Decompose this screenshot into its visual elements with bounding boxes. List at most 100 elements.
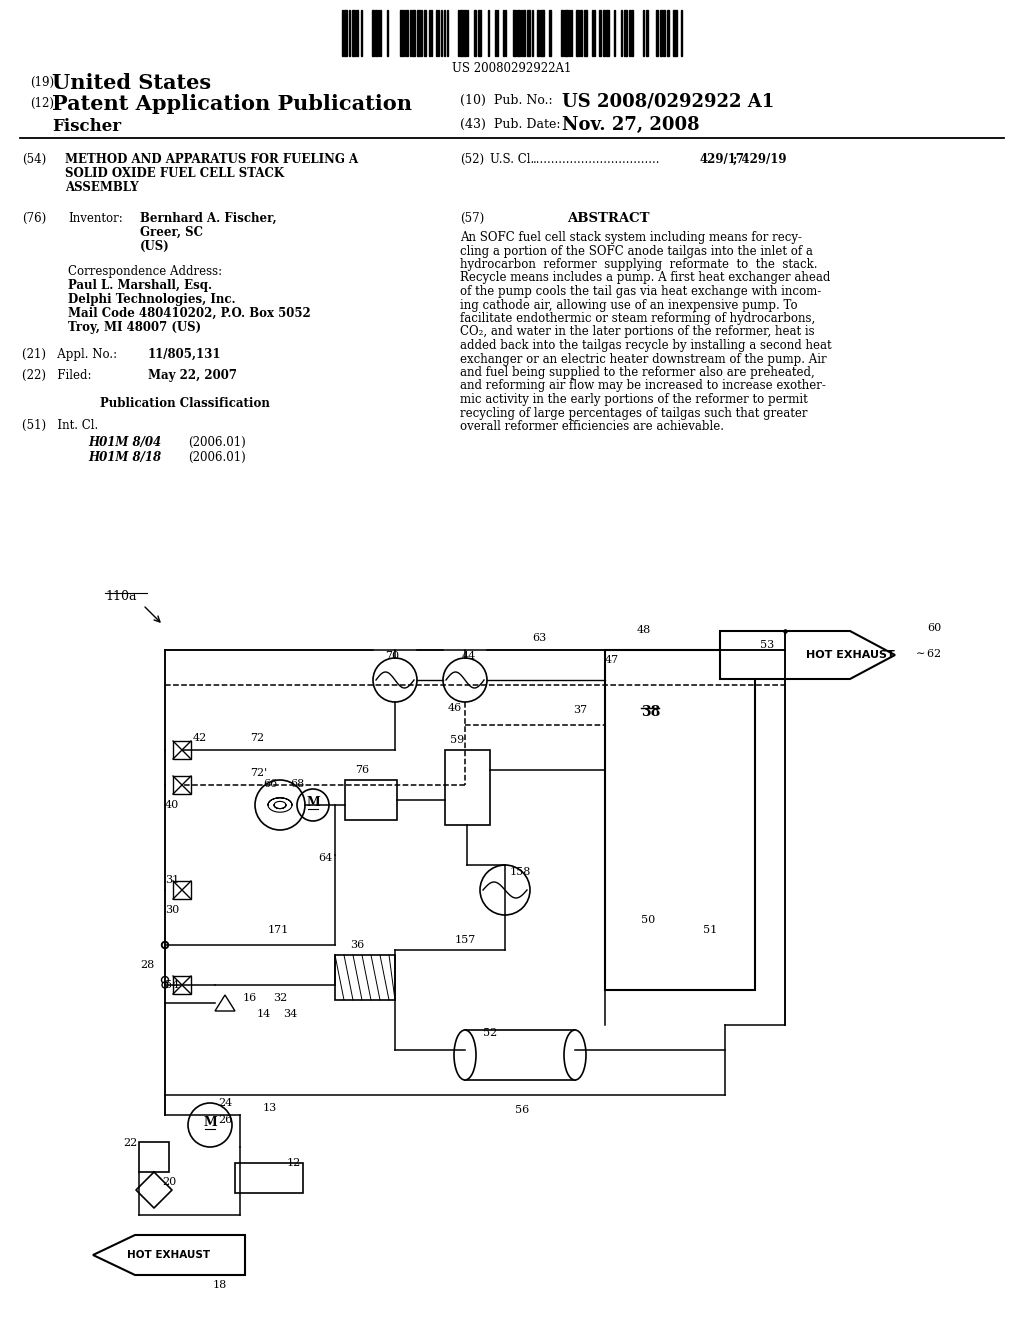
Text: 70: 70 bbox=[385, 651, 399, 661]
Text: 42: 42 bbox=[193, 733, 207, 743]
Bar bbox=[599, 11, 601, 55]
Bar bbox=[173, 880, 191, 899]
Text: H01M 8/04: H01M 8/04 bbox=[88, 436, 161, 449]
Text: 30: 30 bbox=[165, 906, 179, 915]
Bar bbox=[234, 1163, 303, 1193]
Bar bbox=[356, 11, 358, 55]
Bar bbox=[460, 11, 463, 55]
Bar bbox=[173, 975, 191, 994]
Text: (76): (76) bbox=[22, 213, 46, 224]
Text: 59: 59 bbox=[450, 735, 464, 744]
Bar bbox=[417, 11, 420, 55]
Bar bbox=[624, 11, 627, 55]
Text: recycling of large percentages of tailgas such that greater: recycling of large percentages of tailga… bbox=[460, 407, 808, 420]
Text: 31: 31 bbox=[165, 875, 179, 884]
Ellipse shape bbox=[564, 1030, 586, 1080]
Text: 110a: 110a bbox=[105, 590, 136, 603]
Text: of the pump cools the tail gas via heat exchange with incom-: of the pump cools the tail gas via heat … bbox=[460, 285, 821, 298]
Text: Fischer: Fischer bbox=[52, 117, 121, 135]
Text: (10)  Pub. No.:: (10) Pub. No.: bbox=[460, 94, 553, 107]
Text: overall reformer efficiencies are achievable.: overall reformer efficiencies are achiev… bbox=[460, 420, 724, 433]
Ellipse shape bbox=[454, 1030, 476, 1080]
Bar bbox=[584, 11, 587, 55]
Text: 11/805,131: 11/805,131 bbox=[148, 348, 221, 360]
Circle shape bbox=[162, 982, 168, 987]
Text: SOLID OXIDE FUEL CELL STACK: SOLID OXIDE FUEL CELL STACK bbox=[65, 168, 284, 180]
Text: 158: 158 bbox=[510, 867, 531, 876]
Text: 429/17: 429/17 bbox=[700, 153, 745, 166]
Bar bbox=[549, 11, 551, 55]
Text: 44: 44 bbox=[462, 651, 476, 661]
Bar bbox=[606, 11, 609, 55]
Bar bbox=[656, 11, 658, 55]
Text: HOT EXHAUST: HOT EXHAUST bbox=[806, 649, 894, 660]
Circle shape bbox=[162, 941, 169, 949]
Text: 38: 38 bbox=[641, 705, 660, 719]
Text: (21)   Appl. No.:: (21) Appl. No.: bbox=[22, 348, 117, 360]
Text: 76: 76 bbox=[355, 766, 369, 775]
Bar bbox=[335, 954, 395, 1001]
Text: Greer, SC: Greer, SC bbox=[140, 226, 203, 239]
Bar bbox=[561, 11, 563, 55]
Text: Mail Code 480410202, P.O. Box 5052: Mail Code 480410202, P.O. Box 5052 bbox=[68, 308, 310, 319]
Text: Correspondence Address:: Correspondence Address: bbox=[68, 265, 222, 279]
Bar bbox=[352, 11, 355, 55]
Text: 28: 28 bbox=[140, 960, 155, 970]
Text: 24: 24 bbox=[218, 1098, 232, 1107]
Text: US 2008/0292922 A1: US 2008/0292922 A1 bbox=[562, 92, 774, 110]
Bar bbox=[564, 11, 568, 55]
Text: (12): (12) bbox=[30, 96, 54, 110]
Bar bbox=[465, 1030, 575, 1080]
Text: 13: 13 bbox=[263, 1104, 278, 1113]
Text: 20: 20 bbox=[162, 1177, 176, 1187]
Bar bbox=[527, 11, 530, 55]
Text: HOT EXHAUST: HOT EXHAUST bbox=[127, 1250, 211, 1261]
Text: hydrocarbon  reformer  supplying  reformate  to  the  stack.: hydrocarbon reformer supplying reformate… bbox=[460, 257, 817, 271]
Bar bbox=[605, 649, 755, 990]
Text: US 20080292922A1: US 20080292922A1 bbox=[453, 62, 571, 75]
Text: (2006.01): (2006.01) bbox=[188, 436, 246, 449]
Bar bbox=[173, 741, 191, 759]
Text: (52): (52) bbox=[460, 153, 484, 166]
Text: M: M bbox=[306, 796, 319, 808]
Text: (43)  Pub. Date:: (43) Pub. Date: bbox=[460, 117, 560, 131]
Bar bbox=[139, 1142, 169, 1172]
Text: (51)   Int. Cl.: (51) Int. Cl. bbox=[22, 418, 98, 432]
Text: ing cathode air, allowing use of an inexpensive pump. To: ing cathode air, allowing use of an inex… bbox=[460, 298, 798, 312]
Text: Publication Classification: Publication Classification bbox=[100, 397, 270, 411]
Text: ..................................: .................................. bbox=[534, 153, 660, 166]
Text: 36: 36 bbox=[350, 940, 365, 950]
Bar bbox=[464, 11, 466, 55]
Text: 50: 50 bbox=[641, 915, 655, 925]
Circle shape bbox=[162, 942, 168, 948]
Text: 48: 48 bbox=[637, 624, 651, 635]
Bar bbox=[424, 11, 426, 55]
Text: H01M 8/18: H01M 8/18 bbox=[88, 451, 161, 465]
Text: Inventor:: Inventor: bbox=[68, 213, 123, 224]
Polygon shape bbox=[720, 631, 895, 678]
Bar bbox=[513, 11, 516, 55]
Text: 51: 51 bbox=[703, 925, 717, 935]
Text: (54): (54) bbox=[22, 153, 46, 166]
Text: (19): (19) bbox=[30, 77, 54, 88]
Text: United States: United States bbox=[52, 73, 211, 92]
Bar bbox=[445, 750, 490, 825]
Text: 60: 60 bbox=[927, 623, 941, 634]
Bar bbox=[540, 11, 544, 55]
Text: 40: 40 bbox=[165, 800, 179, 810]
Text: 46: 46 bbox=[449, 704, 462, 713]
Bar bbox=[345, 780, 397, 820]
Circle shape bbox=[162, 977, 169, 983]
Text: (22)   Filed:: (22) Filed: bbox=[22, 370, 91, 381]
Text: 171: 171 bbox=[268, 925, 289, 935]
Bar bbox=[631, 11, 633, 55]
Text: Paul L. Marshall, Esq.: Paul L. Marshall, Esq. bbox=[68, 279, 212, 292]
Polygon shape bbox=[93, 1236, 245, 1275]
Text: exchanger or an electric heater downstream of the pump. Air: exchanger or an electric heater downstre… bbox=[460, 352, 826, 366]
Text: ASSEMBLY: ASSEMBLY bbox=[65, 181, 138, 194]
Text: 56: 56 bbox=[515, 1105, 529, 1115]
Text: Patent Application Publication: Patent Application Publication bbox=[52, 94, 412, 114]
Text: Delphi Technologies, Inc.: Delphi Technologies, Inc. bbox=[68, 293, 236, 306]
Text: $\sim$62: $\sim$62 bbox=[913, 647, 942, 659]
Bar bbox=[673, 11, 677, 55]
